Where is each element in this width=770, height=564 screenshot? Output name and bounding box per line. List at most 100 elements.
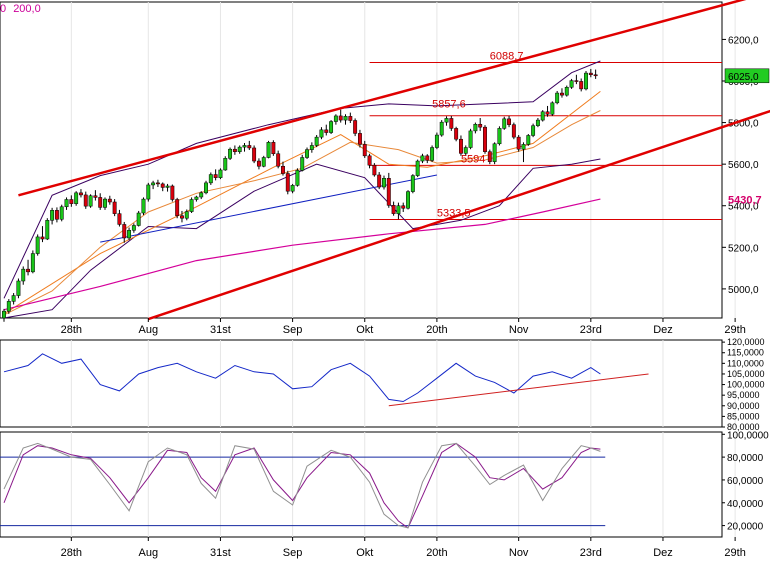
candle-body (382, 178, 386, 188)
candle-body (98, 197, 103, 208)
candle-body (454, 128, 459, 140)
candle-body (30, 253, 35, 273)
candle-body (535, 119, 540, 126)
candle-body (329, 121, 334, 133)
x-tick-label-bottom: 20th (426, 547, 447, 559)
x-tick-label-bottom: Sep (283, 547, 303, 559)
x-tick-label-bottom: 28th (61, 547, 82, 559)
candle-body (290, 185, 295, 192)
candle-body (410, 175, 415, 192)
candle-body (247, 145, 252, 149)
stochastic-tick-label: 20,0000 (727, 522, 764, 533)
candle-body (353, 120, 358, 134)
price-tick-label: 5800,0 (728, 119, 759, 130)
candle-body (261, 157, 266, 167)
candle-body (131, 225, 136, 231)
candle-body (271, 142, 276, 155)
stochastic-k-line (3, 442, 601, 529)
candle-body (300, 157, 305, 171)
candle-body (59, 206, 64, 220)
x-tick-label: Aug (139, 324, 159, 336)
candle-body (497, 128, 502, 145)
candle-body (560, 92, 564, 96)
x-tick-label-bottom: Okt (356, 547, 373, 559)
candle-body (107, 198, 112, 203)
candle-body (502, 118, 507, 129)
x-tick-label: 31st (210, 324, 231, 336)
last-price-box (724, 68, 770, 84)
candle-body (521, 144, 526, 150)
candle-body (545, 111, 550, 115)
candle-body (175, 199, 180, 216)
x-tick-label-bottom: 31st (210, 547, 231, 559)
candle-body (79, 192, 83, 196)
candle-body (93, 195, 98, 198)
momentum-tick-label: 100,0000 (727, 380, 765, 390)
candle-body (324, 129, 329, 133)
momentum-tick-label: 115,0000 (727, 348, 764, 358)
moving-average-magenta (3, 198, 601, 311)
candle-body (593, 74, 598, 77)
candle-body (237, 146, 242, 152)
stochastic-tick-label: 60,0000 (727, 476, 764, 487)
price-frame (0, 1, 723, 319)
momentum-tick-label: 110,0000 (727, 358, 764, 368)
candle-body (333, 115, 338, 122)
x-tick-label: Okt (356, 324, 373, 336)
candle-body (305, 149, 309, 158)
candle-body (319, 129, 324, 138)
lower-band-line (3, 158, 601, 319)
momentum-tick-label: 120,0000 (727, 337, 765, 347)
candle-body (362, 144, 367, 157)
x-tick-label-bottom: 23rd (580, 547, 602, 559)
candle-body (74, 192, 79, 204)
candle-body (127, 230, 132, 239)
momentum-line (3, 353, 601, 403)
candle-body (45, 220, 50, 240)
candle-body (540, 111, 545, 121)
candle-body (396, 205, 401, 214)
candle-body (483, 126, 487, 152)
candle-body (26, 268, 31, 273)
candle-body (151, 182, 156, 186)
candle-body (309, 145, 314, 150)
candle-body (377, 174, 382, 188)
candle-body (487, 151, 492, 162)
header-value-b: 200,0 (13, 3, 41, 15)
price-annotation: 5333,5 (437, 208, 471, 220)
candle-body (88, 195, 93, 207)
candle-body (184, 211, 189, 219)
candle-body (531, 125, 536, 136)
lower-channel-line (147, 109, 770, 321)
candle-body (338, 115, 343, 121)
candle-body (11, 295, 16, 302)
x-tick-label-bottom: Dez (653, 547, 673, 559)
price-annotation: 5857,6 (432, 99, 466, 111)
candle-body (199, 192, 204, 198)
last-price-label: 6025,0 (728, 72, 759, 83)
x-tick-label: 28th (61, 324, 82, 336)
candle-body (401, 205, 406, 209)
candle-body (54, 210, 59, 220)
candle-body (228, 148, 233, 159)
candle-body (189, 199, 194, 212)
moving-average-orange (3, 110, 601, 316)
momentum-frame (0, 339, 723, 428)
candle-body (357, 133, 362, 145)
candle-body (564, 86, 569, 96)
candle-body (40, 236, 45, 240)
candle-body (478, 123, 483, 128)
candle-body (391, 205, 396, 214)
header-value-a: 0 (0, 3, 7, 15)
candle-body (588, 72, 593, 76)
candle-body (242, 145, 247, 148)
candle-body (430, 147, 435, 161)
candle-body (2, 310, 6, 319)
price-annotation: 6088,7 (490, 51, 524, 63)
momentum-tick-label: 105,0000 (727, 369, 765, 379)
stochastic-tick-label: 80,0000 (727, 453, 764, 464)
candle-body (122, 224, 127, 239)
candle-body (507, 118, 512, 125)
x-tick-label-bottom: Aug (139, 547, 159, 559)
candle-body (136, 212, 141, 226)
